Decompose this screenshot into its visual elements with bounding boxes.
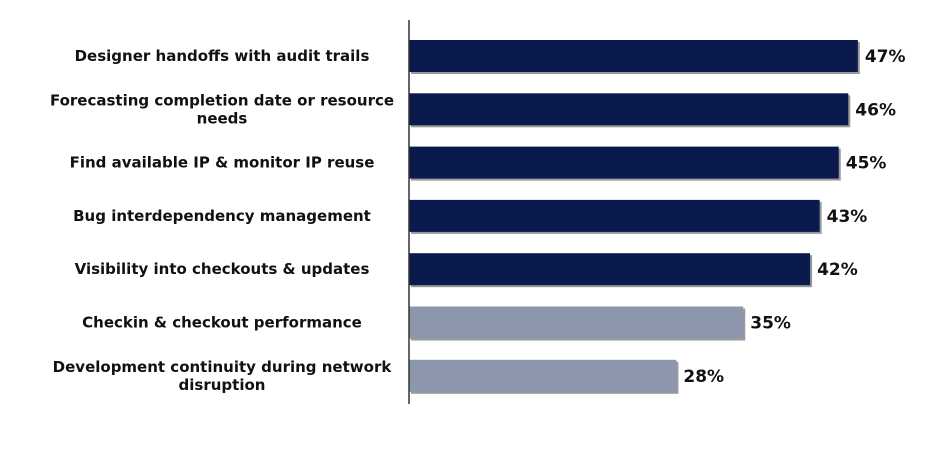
data-label: 46%: [855, 100, 896, 120]
data-label: 45%: [846, 154, 887, 174]
category-label-line: Development continuity during network: [53, 358, 393, 376]
category-label-line: Designer handoffs with audit trails: [75, 47, 370, 65]
category-tick-label: Checkin & checkout performance: [82, 314, 362, 332]
bar: [409, 306, 744, 339]
bars-group: [409, 40, 860, 394]
category-labels-group: Designer handoffs with audit trails Forec…: [50, 47, 394, 394]
data-label: 47%: [865, 47, 906, 67]
bar: [409, 146, 839, 179]
bar: [409, 199, 820, 232]
data-label: 42%: [817, 260, 858, 280]
category-label-line: Forecasting completion date or resource: [50, 91, 394, 109]
category-label-line: Find available IP & monitor IP reuse: [70, 154, 375, 172]
category-label-line: disruption: [179, 376, 266, 394]
data-label: 28%: [683, 367, 724, 387]
category-tick-label: Bug interdependency management: [73, 207, 371, 225]
bar: [409, 253, 811, 286]
bar: [409, 40, 858, 72]
category-label-line: needs: [197, 109, 248, 127]
value-labels-group: 47% 46% 45% 43% 42% 35% 28%: [683, 47, 905, 387]
data-label: 35%: [750, 314, 791, 334]
category-tick-label: Designer handoffs with audit trails: [75, 47, 370, 65]
category-label-line: Bug interdependency management: [73, 207, 371, 225]
category-label-line: Visibility into checkouts & updates: [75, 260, 370, 278]
bar: [409, 359, 677, 392]
category-label-line: Checkin & checkout performance: [82, 314, 362, 332]
category-tick-label: Development continuity during network dis…: [53, 358, 393, 394]
category-tick-label: Visibility into checkouts & updates: [75, 260, 370, 278]
data-label: 43%: [827, 207, 868, 227]
category-tick-label: Find available IP & monitor IP reuse: [70, 154, 375, 172]
bar: [409, 93, 849, 126]
category-tick-label: Forecasting completion date or resource n…: [50, 91, 394, 127]
